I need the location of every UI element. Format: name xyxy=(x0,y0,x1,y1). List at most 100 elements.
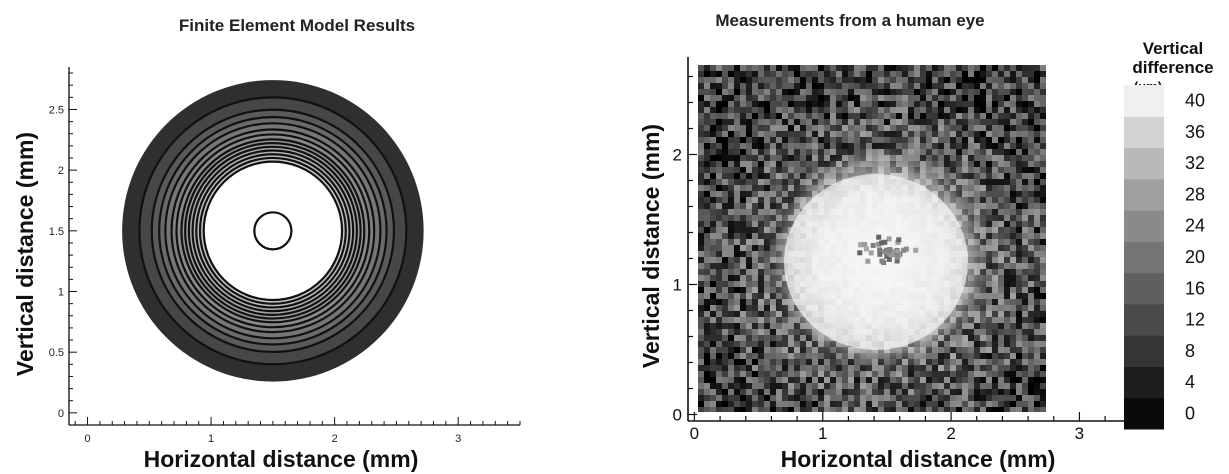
heatmap-cell xyxy=(704,263,710,269)
heatmap-cell xyxy=(710,395,716,401)
core-speckle xyxy=(894,258,900,264)
heatmap-cell xyxy=(1004,347,1010,353)
heatmap-cell xyxy=(728,191,734,197)
heatmap-cell xyxy=(800,143,806,149)
core-speckle xyxy=(879,258,885,264)
heatmap-cell xyxy=(1004,377,1010,383)
heatmap-cell xyxy=(980,179,986,185)
left-axes: 0 1 2 300.511.522.5 xyxy=(49,67,521,445)
heatmap-cell xyxy=(740,317,746,323)
heatmap-cell xyxy=(992,317,998,323)
heatmap-cell xyxy=(1022,239,1028,245)
heatmap-cell xyxy=(824,149,830,155)
heatmap-cell xyxy=(860,383,866,389)
heatmap-cell xyxy=(1016,341,1022,347)
heatmap-cell xyxy=(1010,257,1016,263)
heatmap-cell xyxy=(782,71,788,77)
heatmap-cell xyxy=(1040,137,1046,143)
heatmap-cell xyxy=(1040,131,1046,137)
heatmap-cell xyxy=(926,365,932,371)
heatmap-cell xyxy=(1004,341,1010,347)
heatmap-cell xyxy=(938,365,944,371)
colorbar-swatch xyxy=(1124,241,1164,274)
heatmap-cell xyxy=(710,329,716,335)
core-speckle xyxy=(903,246,909,252)
heatmap-cell xyxy=(968,65,974,71)
heatmap-cell xyxy=(1004,197,1010,203)
heatmap-cell xyxy=(968,401,974,407)
colorbar-label: 20 xyxy=(1185,247,1205,267)
heatmap-cell xyxy=(1004,335,1010,341)
heatmap-cell xyxy=(1016,377,1022,383)
heatmap-cell xyxy=(740,221,746,227)
left-y-tick-label: 1.5 xyxy=(49,226,64,238)
heatmap-cell xyxy=(902,377,908,383)
heatmap-cell xyxy=(1016,359,1022,365)
heatmap-cell xyxy=(740,239,746,245)
heatmap-cell xyxy=(1034,167,1040,173)
heatmap-cell xyxy=(728,77,734,83)
core-speckle xyxy=(895,248,901,254)
heatmap-cell xyxy=(986,365,992,371)
heatmap-cell xyxy=(968,347,974,353)
heatmap-cell xyxy=(938,383,944,389)
heatmap-cell xyxy=(980,137,986,143)
heatmap-cell xyxy=(824,77,830,83)
heatmap-cell xyxy=(776,131,782,137)
heatmap-cell xyxy=(716,173,722,179)
heatmap-cell xyxy=(824,101,830,107)
heatmap-cell xyxy=(830,137,836,143)
heatmap-cell xyxy=(944,83,950,89)
heatmap-cell xyxy=(1004,239,1010,245)
left-y-tick-label: 1 xyxy=(58,287,64,299)
heatmap-cell xyxy=(908,89,914,95)
heatmap-cell xyxy=(896,119,902,125)
heatmap-cell xyxy=(1022,287,1028,293)
heatmap-cell xyxy=(806,395,812,401)
heatmap-cell xyxy=(722,281,728,287)
heatmap-cell xyxy=(926,95,932,101)
heatmap-cell xyxy=(842,401,848,407)
heatmap-cell xyxy=(752,335,758,341)
heatmap-cell xyxy=(890,407,896,412)
heatmap-cell xyxy=(1010,173,1016,179)
core-speckle xyxy=(863,246,869,252)
heatmap-cell xyxy=(944,365,950,371)
heatmap-cell xyxy=(1034,233,1040,239)
heatmap-cell xyxy=(740,107,746,113)
heatmap-cell xyxy=(710,161,716,167)
heatmap-cell xyxy=(1010,377,1016,383)
heatmap-cell xyxy=(986,83,992,89)
heatmap-cell xyxy=(872,125,878,131)
heatmap-cell xyxy=(1004,365,1010,371)
heatmap-cell xyxy=(998,155,1004,161)
heatmap-cell xyxy=(1004,269,1010,275)
heatmap-cell xyxy=(872,107,878,113)
heatmap-cell xyxy=(716,179,722,185)
heatmap-cell xyxy=(980,365,986,371)
heatmap-cell xyxy=(992,161,998,167)
heatmap-cell xyxy=(1022,155,1028,161)
heatmap-cell xyxy=(932,407,938,412)
heatmap-cell xyxy=(866,377,872,383)
heatmap-cell xyxy=(1028,149,1034,155)
heatmap-cell xyxy=(722,275,728,281)
heatmap-cell xyxy=(698,317,704,323)
heatmap-cell xyxy=(980,329,986,335)
heatmap-cell xyxy=(728,71,734,77)
heatmap-cell xyxy=(746,131,752,137)
heatmap-cell xyxy=(746,329,752,335)
heatmap-cell xyxy=(722,383,728,389)
heatmap-cell xyxy=(842,131,848,137)
heatmap-cell xyxy=(920,371,926,377)
heatmap-cell xyxy=(1040,227,1046,233)
heatmap-cell xyxy=(908,77,914,83)
heatmap-cell xyxy=(722,149,728,155)
heatmap-cell xyxy=(998,395,1004,401)
heatmap-cell xyxy=(824,371,830,377)
heatmap-cell xyxy=(740,119,746,125)
heatmap-cell xyxy=(770,335,776,341)
heatmap-cell xyxy=(974,329,980,335)
heatmap-cell xyxy=(728,251,734,257)
heatmap-cell xyxy=(998,323,1004,329)
